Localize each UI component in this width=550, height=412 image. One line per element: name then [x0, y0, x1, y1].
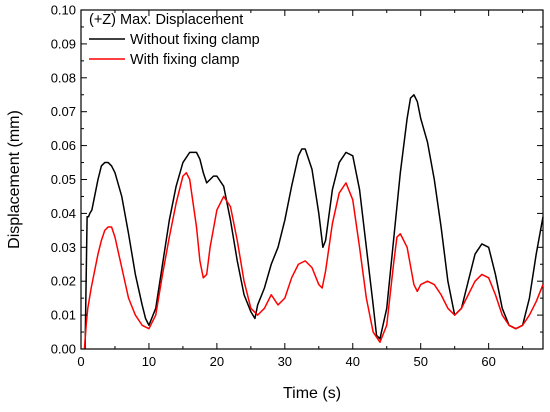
series-line-without-fixing-clamp: [84, 94, 544, 350]
y-tick-label: 0.02: [51, 274, 76, 289]
legend: (+Z) Max. Displacement Without fixing cl…: [89, 12, 260, 68]
x-tick-label: 40: [346, 354, 360, 369]
y-tick-label: 0.07: [51, 104, 76, 119]
x-tick-label: 20: [210, 354, 224, 369]
y-tick-label: 0.09: [51, 36, 76, 51]
x-axis-title: Time (s): [283, 385, 341, 402]
series-line-with-fixing-clamp: [83, 171, 544, 350]
y-tick-label: 0.01: [51, 308, 76, 323]
x-tick-label: 50: [413, 354, 427, 369]
legend-label-with-fixing-clamp: With fixing clamp: [130, 52, 240, 68]
y-tick-label: 0.00: [51, 342, 76, 357]
y-tick-label: 0.08: [51, 70, 76, 85]
y-tick-label: 0.03: [51, 240, 76, 255]
legend-label-without-fixing-clamp: Without fixing clamp: [130, 32, 260, 48]
y-tick-label: 0.05: [51, 172, 76, 187]
ticks-layer: 0 10 20 30 40 50 60 0.00 0.01 0.02 0.03 0.04 0.05 0.0…: [51, 3, 543, 369]
x-tick-label: 10: [142, 354, 156, 369]
x-tick-label: 0: [77, 354, 84, 369]
x-tick-label: 30: [278, 354, 292, 369]
y-tick-label: 0.04: [51, 206, 76, 221]
y-tick-label: 0.06: [51, 138, 76, 153]
x-tick-label: 60: [481, 354, 495, 369]
series-layer: [83, 94, 544, 350]
y-tick-label: 0.10: [51, 3, 76, 18]
legend-title: (+Z) Max. Displacement: [89, 12, 243, 28]
y-axis-title: Displacement (mm): [6, 110, 23, 249]
